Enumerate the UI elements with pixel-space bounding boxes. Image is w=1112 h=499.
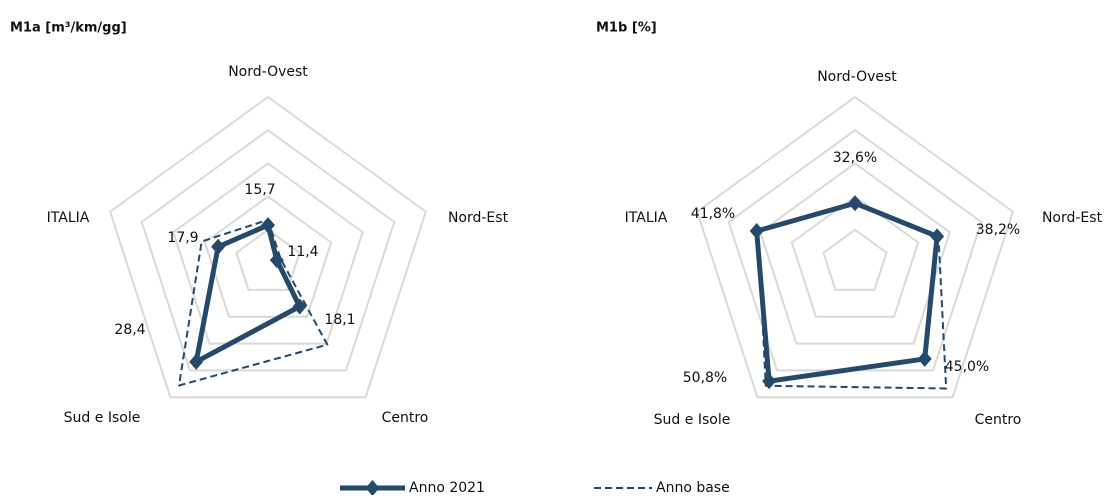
- legend-label: Anno base: [656, 480, 730, 495]
- grid-ring: [108, 95, 428, 399]
- marker: [269, 252, 284, 269]
- value-label: 18,1: [324, 312, 355, 328]
- value-label: 11,4: [287, 244, 318, 260]
- value-label: 41,8%: [691, 206, 735, 222]
- legend-label: Anno 2021: [409, 480, 485, 495]
- value-label: 50,8%: [683, 370, 727, 386]
- grid-ring: [235, 228, 301, 291]
- value-label: 32,6%: [833, 150, 877, 166]
- category-label: Centro: [382, 410, 429, 426]
- value-label: 17,9: [167, 230, 198, 246]
- value-label: 45,0%: [945, 359, 989, 375]
- marker: [211, 238, 226, 255]
- grid-ring: [203, 195, 333, 318]
- marker: [292, 298, 307, 315]
- grid-ring: [759, 162, 951, 345]
- marker: [261, 217, 275, 234]
- category-label: Nord-Est: [448, 210, 509, 226]
- chart-title: M1a [m³/km/gg]: [10, 21, 127, 36]
- marker: [848, 195, 862, 212]
- series-line: [754, 200, 940, 384]
- value-label: 38,2%: [976, 222, 1020, 238]
- category-label: ITALIA: [625, 210, 668, 226]
- marker: [930, 228, 945, 245]
- category-label: Centro: [975, 412, 1022, 428]
- category-label: Nord-Ovest: [817, 69, 897, 85]
- series-line: [178, 218, 329, 387]
- category-label: Sud e Isole: [64, 410, 141, 426]
- chart-title: M1b [%]: [596, 21, 657, 36]
- legend-marker: [365, 480, 380, 496]
- grid-ring: [695, 95, 1015, 399]
- marker: [917, 350, 932, 367]
- grid-ring: [172, 162, 364, 345]
- grid-ring: [822, 228, 888, 291]
- marker: [762, 373, 777, 390]
- category-label: Sud e Isole: [654, 412, 731, 428]
- category-label: Nord-Est: [1042, 210, 1103, 226]
- category-label: ITALIA: [47, 210, 90, 226]
- grid-ring: [790, 195, 920, 318]
- marker: [189, 353, 204, 370]
- category-label: Nord-Ovest: [228, 64, 308, 80]
- value-label: 15,7: [244, 182, 275, 198]
- value-label: 28,4: [114, 322, 145, 338]
- series-line: [193, 222, 303, 365]
- grid-ring: [140, 128, 396, 372]
- marker: [749, 223, 764, 240]
